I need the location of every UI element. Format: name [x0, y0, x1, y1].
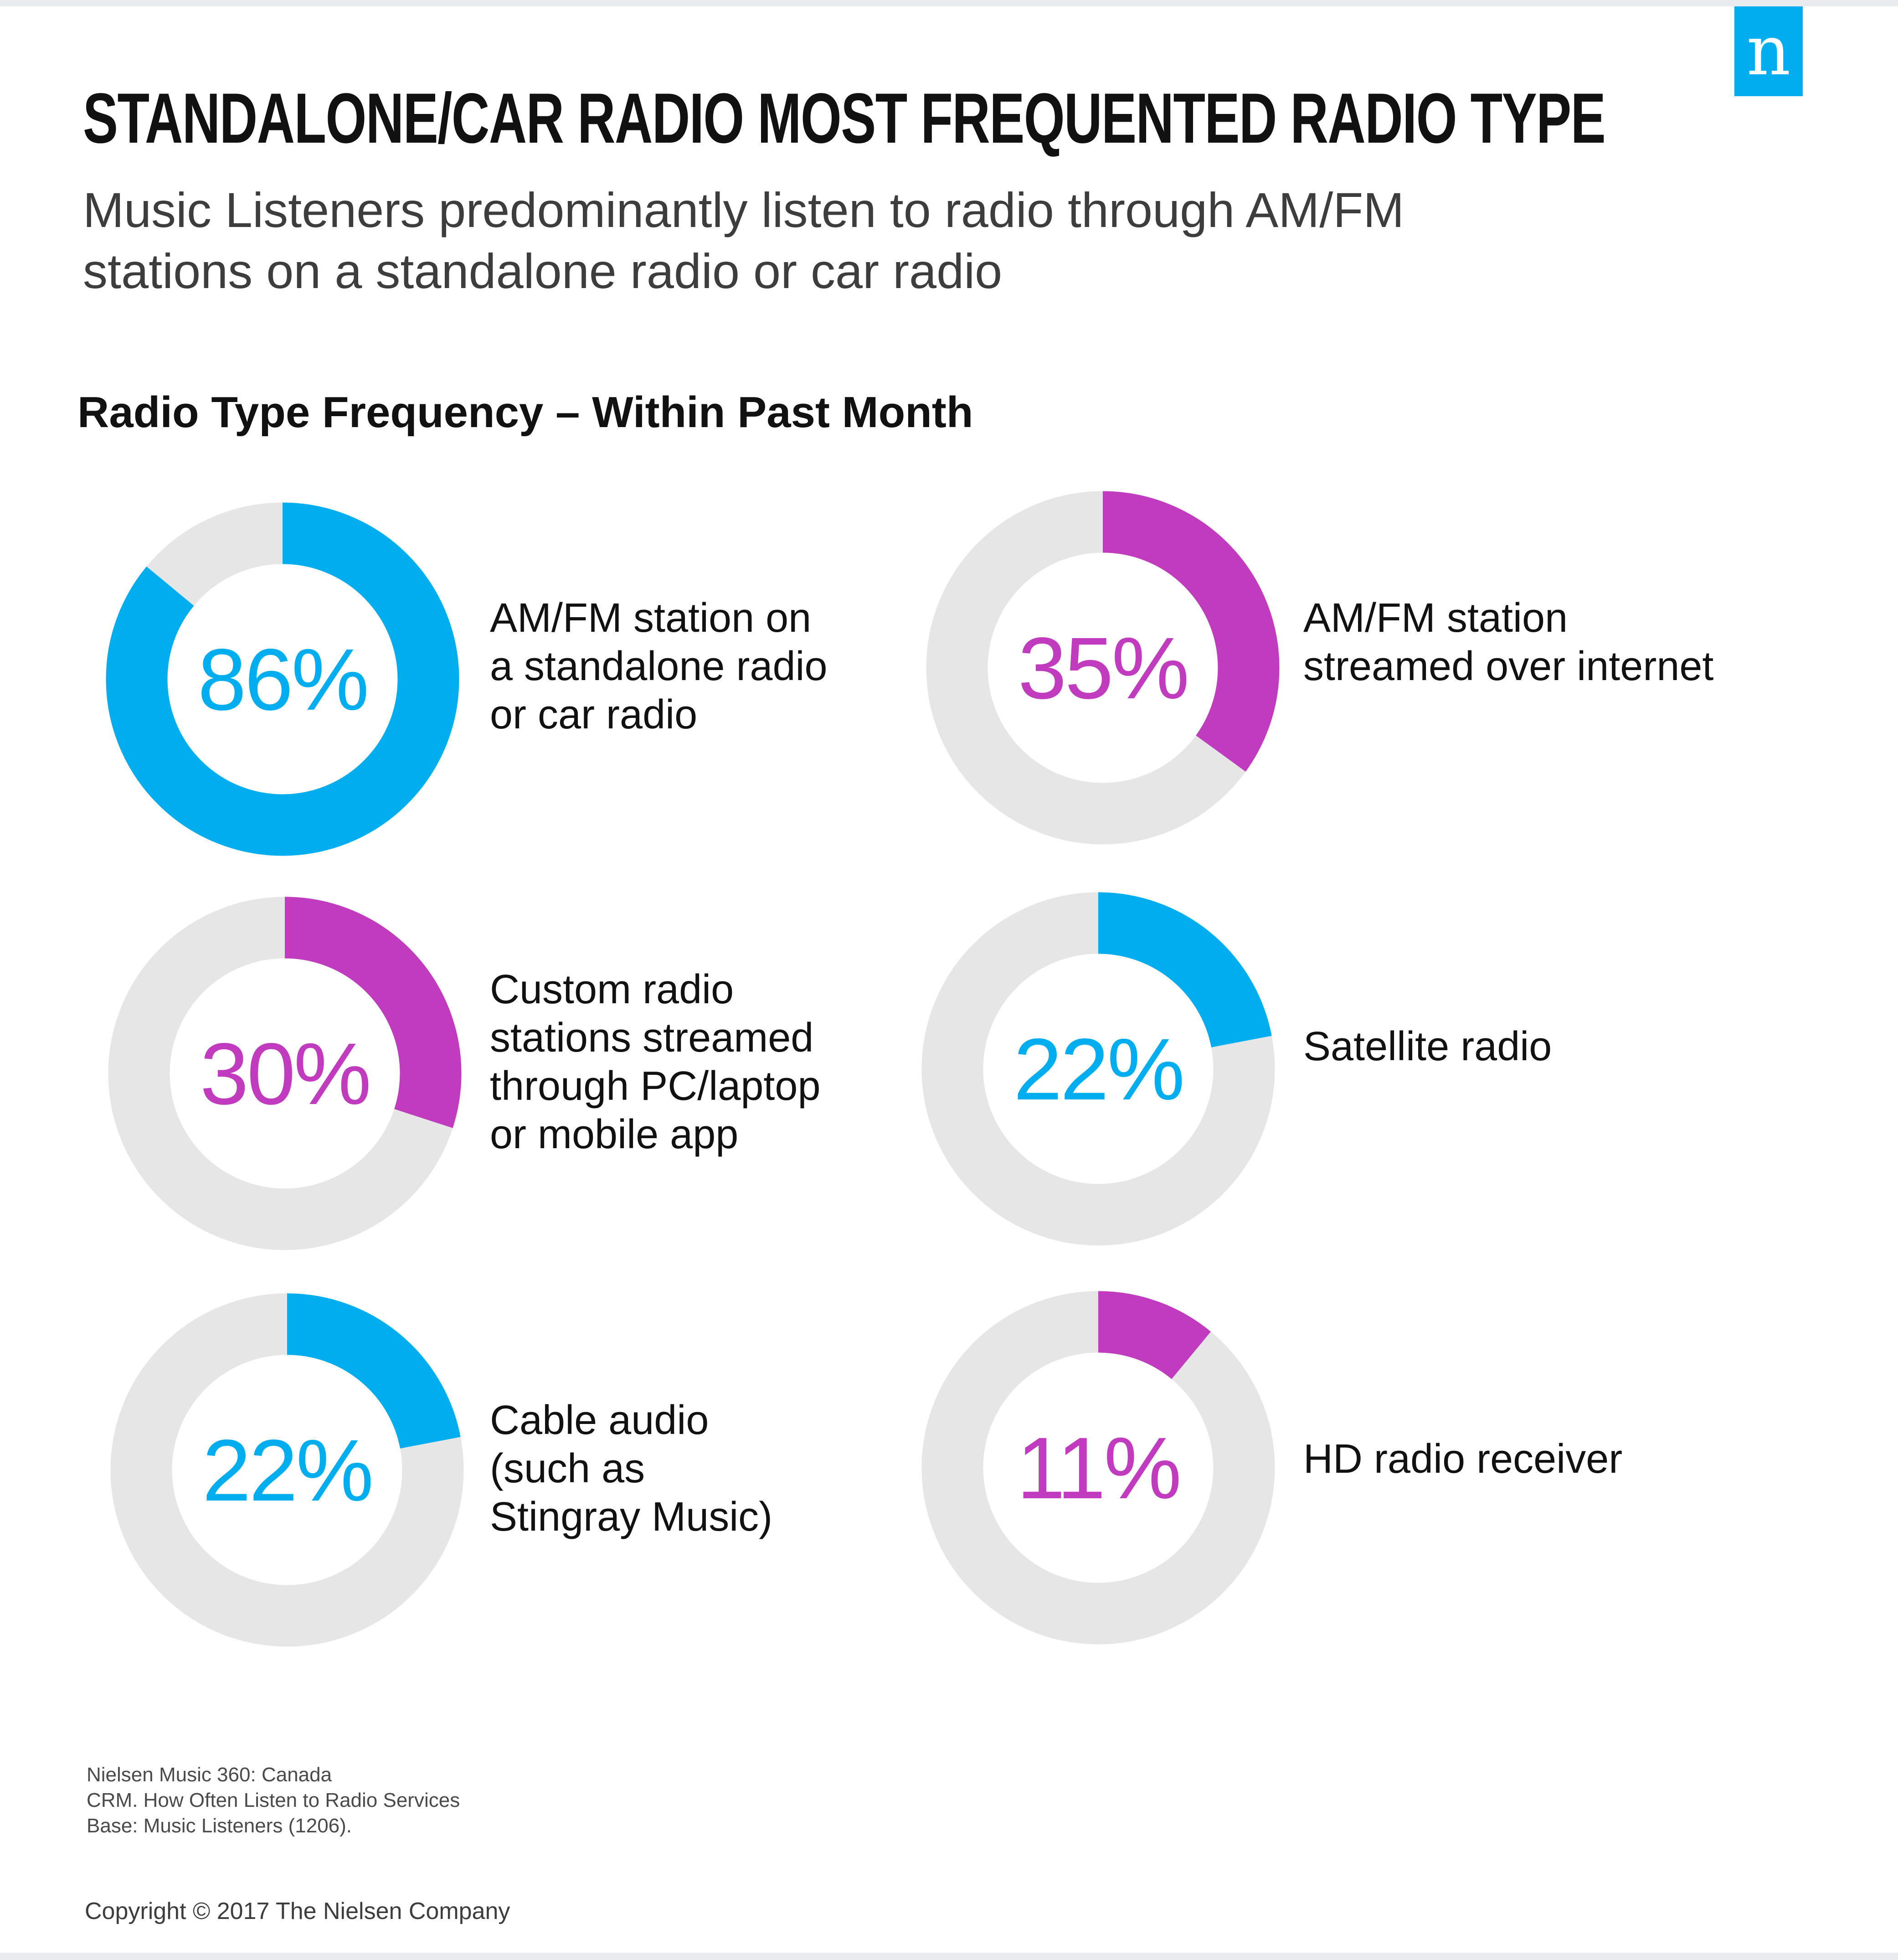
- copyright: Copyright © 2017 The Nielsen Company: [85, 1898, 510, 1924]
- category-label-line: Satellite radio: [1303, 1024, 1552, 1069]
- percentage-value: 86%: [197, 630, 369, 728]
- donut-chart: [921, 892, 1275, 1246]
- donut-chart: [110, 1293, 464, 1647]
- category-label-line: stations streamed: [490, 1015, 814, 1061]
- donut-chart: [926, 491, 1280, 845]
- donut-chart: [106, 502, 459, 856]
- chart-title: Radio Type Frequency – Within Past Month: [77, 388, 973, 437]
- percentage-value: 30%: [200, 1024, 371, 1123]
- category-label: HD radio receiver: [1303, 1435, 1759, 1483]
- category-label-line: AM/FM station on: [490, 595, 812, 641]
- category-label-line: (such as: [490, 1446, 645, 1491]
- category-label: AM/FM station streamed over internet: [1303, 594, 1759, 691]
- category-label-line: Custom radio: [490, 967, 734, 1012]
- percentage-value: 22%: [202, 1421, 374, 1519]
- category-label: Custom radio stations streamed through PC/…: [490, 965, 946, 1159]
- category-label-line: streamed over internet: [1303, 644, 1714, 689]
- category-label: Satellite radio: [1303, 1022, 1759, 1071]
- source-line: Base: Music Listeners (1206).: [87, 1815, 352, 1837]
- page-subtitle: Music Listeners predominantly listen to …: [83, 180, 1587, 302]
- subtitle-line: Music Listeners predominantly listen to …: [83, 182, 1404, 237]
- donut-chart: [108, 897, 462, 1250]
- donut-value-arc: [921, 1291, 1275, 1645]
- category-label-line: HD radio receiver: [1303, 1436, 1623, 1482]
- donut-value-arc: [110, 1293, 464, 1647]
- source-note: Nielsen Music 360: Canada CRM. How Often…: [87, 1762, 816, 1839]
- category-label-line: Stingray Music): [490, 1494, 773, 1540]
- percentage-value: 22%: [1013, 1020, 1185, 1118]
- category-label-line: a standalone radio: [490, 644, 828, 689]
- page-title: STANDALONE/CAR RADIO MOST FREQUENTED RAD…: [83, 79, 1606, 158]
- nielsen-logo: n: [1734, 6, 1803, 96]
- category-label-line: or car radio: [490, 692, 698, 738]
- category-label: Cable audio (such as Stingray Music): [490, 1396, 946, 1541]
- subtitle-line: stations on a standalone radio or car ra…: [83, 243, 1003, 299]
- donut-value-arc: [108, 897, 462, 1250]
- donut-value-arc: [926, 491, 1280, 845]
- donut-chart: [921, 1291, 1275, 1645]
- category-label-line: or mobile app: [490, 1112, 739, 1157]
- source-line: Nielsen Music 360: Canada: [87, 1764, 332, 1786]
- source-line: CRM. How Often Listen to Radio Services: [87, 1789, 460, 1811]
- category-label-line: AM/FM station: [1303, 595, 1568, 641]
- bottom-border: [0, 1953, 1898, 1960]
- category-label: AM/FM station on a standalone radio or car…: [490, 594, 946, 739]
- donut-value-arc: [106, 502, 459, 856]
- percentage-value: 11%: [1016, 1418, 1182, 1517]
- top-border: [0, 0, 1898, 6]
- percentage-value: 35%: [1018, 619, 1189, 717]
- category-label-line: through PC/laptop: [490, 1063, 821, 1109]
- category-label-line: Cable audio: [490, 1398, 709, 1443]
- donut-value-arc: [921, 892, 1275, 1246]
